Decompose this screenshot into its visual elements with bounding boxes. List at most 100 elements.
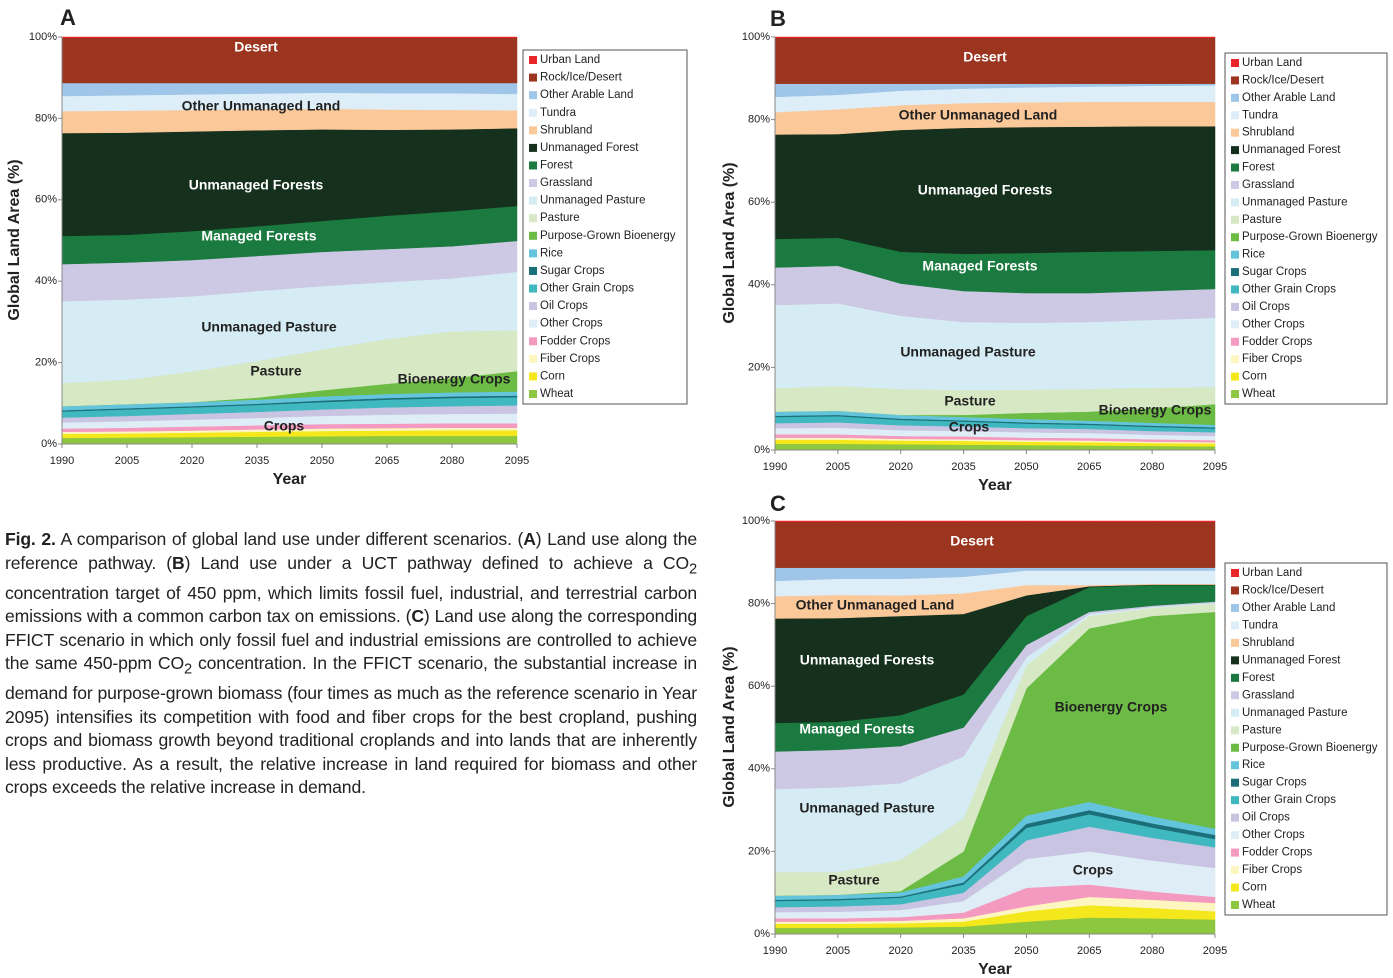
annotation: Bioenergy Crops	[1055, 699, 1168, 715]
x-tick-label: 2050	[310, 455, 334, 467]
annotation: Bioenergy Crops	[398, 371, 511, 387]
x-tick-label: 2095	[1203, 461, 1227, 473]
x-tick-label: 2020	[180, 455, 204, 467]
x-tick-label: 1990	[763, 945, 787, 957]
legend-swatch	[529, 372, 537, 381]
x-axis-label: Year	[978, 477, 1012, 494]
legend-label: Corn	[1242, 882, 1267, 894]
plot	[774, 520, 1216, 935]
legend-swatch	[1231, 93, 1239, 102]
legend-label: Wheat	[1242, 899, 1276, 911]
legend-label: Fodder Crops	[1242, 336, 1313, 348]
legend-swatch	[1231, 848, 1239, 857]
legend-swatch	[1231, 796, 1239, 805]
legend-swatch	[1231, 390, 1239, 398]
area	[774, 521, 1216, 568]
legend-swatch	[1231, 59, 1239, 67]
legend-label: Other Arable Land	[1242, 92, 1335, 104]
legend-label: Sugar Crops	[1242, 266, 1307, 278]
legend-swatch	[1231, 656, 1239, 665]
legend-box	[1224, 562, 1388, 916]
legend-label: Other Crops	[1242, 829, 1305, 841]
legend-label: Fiber Crops	[1242, 353, 1302, 365]
x-tick-label: 1990	[50, 455, 74, 467]
x-tick-label: 2020	[888, 945, 912, 957]
legend-swatch	[1231, 111, 1239, 120]
caption-text: A comparison of global land use under di…	[55, 529, 524, 549]
legend-swatch	[1231, 813, 1239, 822]
y-tick-label: 60%	[748, 680, 770, 692]
legend-label: Purpose-Grown Bioenergy	[1242, 231, 1378, 243]
x-tick-label: 2080	[440, 455, 464, 467]
legend-label: Unmanaged Forest	[1242, 144, 1341, 156]
x-tick-label: 2065	[375, 455, 399, 467]
legend-swatch	[529, 56, 537, 64]
x-tick-label: 2005	[115, 455, 139, 467]
legend-swatch	[1231, 180, 1239, 189]
annotation: Other Unmanaged Land	[182, 98, 341, 114]
legend-swatch	[529, 231, 537, 240]
caption: Fig. 2. A comparison of global land use …	[5, 528, 697, 800]
y-tick-label: 100%	[29, 31, 57, 43]
annotation: Unmanaged Forests	[189, 177, 324, 193]
legend-label: Forest	[540, 160, 573, 172]
legend-label: Fiber Crops	[1242, 864, 1302, 876]
legend-label: Oil Crops	[540, 300, 588, 312]
legend-swatch	[529, 161, 537, 170]
legend-swatch	[529, 126, 537, 135]
caption-text: ) Land use under a UCT pathway defined t…	[184, 552, 690, 573]
y-tick-label: 80%	[748, 114, 770, 126]
x-tick-label: 2065	[1077, 945, 1101, 957]
y-tick-label: 60%	[35, 194, 57, 206]
legend-swatch	[529, 214, 537, 223]
annotation: Desert	[963, 49, 1007, 65]
x-tick-label: 2050	[1014, 945, 1038, 957]
legend-swatch	[529, 249, 537, 258]
legend-label: Pasture	[540, 212, 580, 224]
legend-label: Rice	[540, 247, 563, 259]
legend-swatch	[1231, 76, 1239, 85]
x-axis-label: Year	[978, 961, 1012, 978]
legend-swatch	[1231, 708, 1239, 717]
legend-label: Other Grain Crops	[1242, 794, 1336, 806]
y-axis-label: Global Land Area (%)	[721, 646, 738, 807]
legend-swatch	[1231, 320, 1239, 329]
legend-label: Grassland	[1242, 689, 1294, 701]
x-axis-label: Year	[273, 471, 307, 488]
legend-label: Tundra	[540, 107, 577, 119]
legend-label: Other Grain Crops	[540, 283, 634, 295]
caption-subscript: 2	[183, 661, 192, 678]
legend-swatch	[1231, 691, 1239, 700]
annotation: Unmanaged Forests	[800, 652, 935, 668]
y-tick-label: 20%	[35, 357, 57, 369]
legend-box	[522, 49, 688, 405]
annotation: Unmanaged Pasture	[799, 800, 935, 816]
y-tick-label: 100%	[742, 515, 770, 527]
legend-swatch	[1231, 638, 1239, 647]
legend-label: Tundra	[1242, 109, 1279, 121]
legend-label: Purpose-Grown Bioenergy	[540, 230, 676, 242]
legend-swatch	[1231, 372, 1239, 381]
legend-swatch	[1231, 866, 1239, 875]
x-tick-label: 2035	[951, 461, 975, 473]
legend-label: Grassland	[540, 177, 592, 189]
annotation: Pasture	[828, 872, 880, 888]
legend-swatch	[529, 337, 537, 346]
x-tick-label: 2005	[826, 461, 850, 473]
legend-swatch	[1231, 586, 1239, 595]
x-tick-label: 2095	[505, 455, 529, 467]
y-tick-label: 40%	[748, 279, 770, 291]
annotation: Unmanaged Pasture	[201, 319, 337, 335]
legend-label: Shrubland	[1242, 637, 1294, 649]
legend-label: Other Crops	[1242, 318, 1305, 330]
legend-label: Unmanaged Pasture	[1242, 707, 1347, 719]
panel-label: C	[770, 491, 786, 516]
legend-swatch	[1231, 285, 1239, 294]
y-axis-label: Global Land Area (%)	[721, 162, 738, 323]
legend-swatch	[529, 302, 537, 311]
legend-swatch	[1231, 726, 1239, 735]
legend-swatch	[1231, 355, 1239, 364]
y-tick-label: 20%	[748, 845, 770, 857]
legend-label: Fodder Crops	[1242, 847, 1313, 859]
